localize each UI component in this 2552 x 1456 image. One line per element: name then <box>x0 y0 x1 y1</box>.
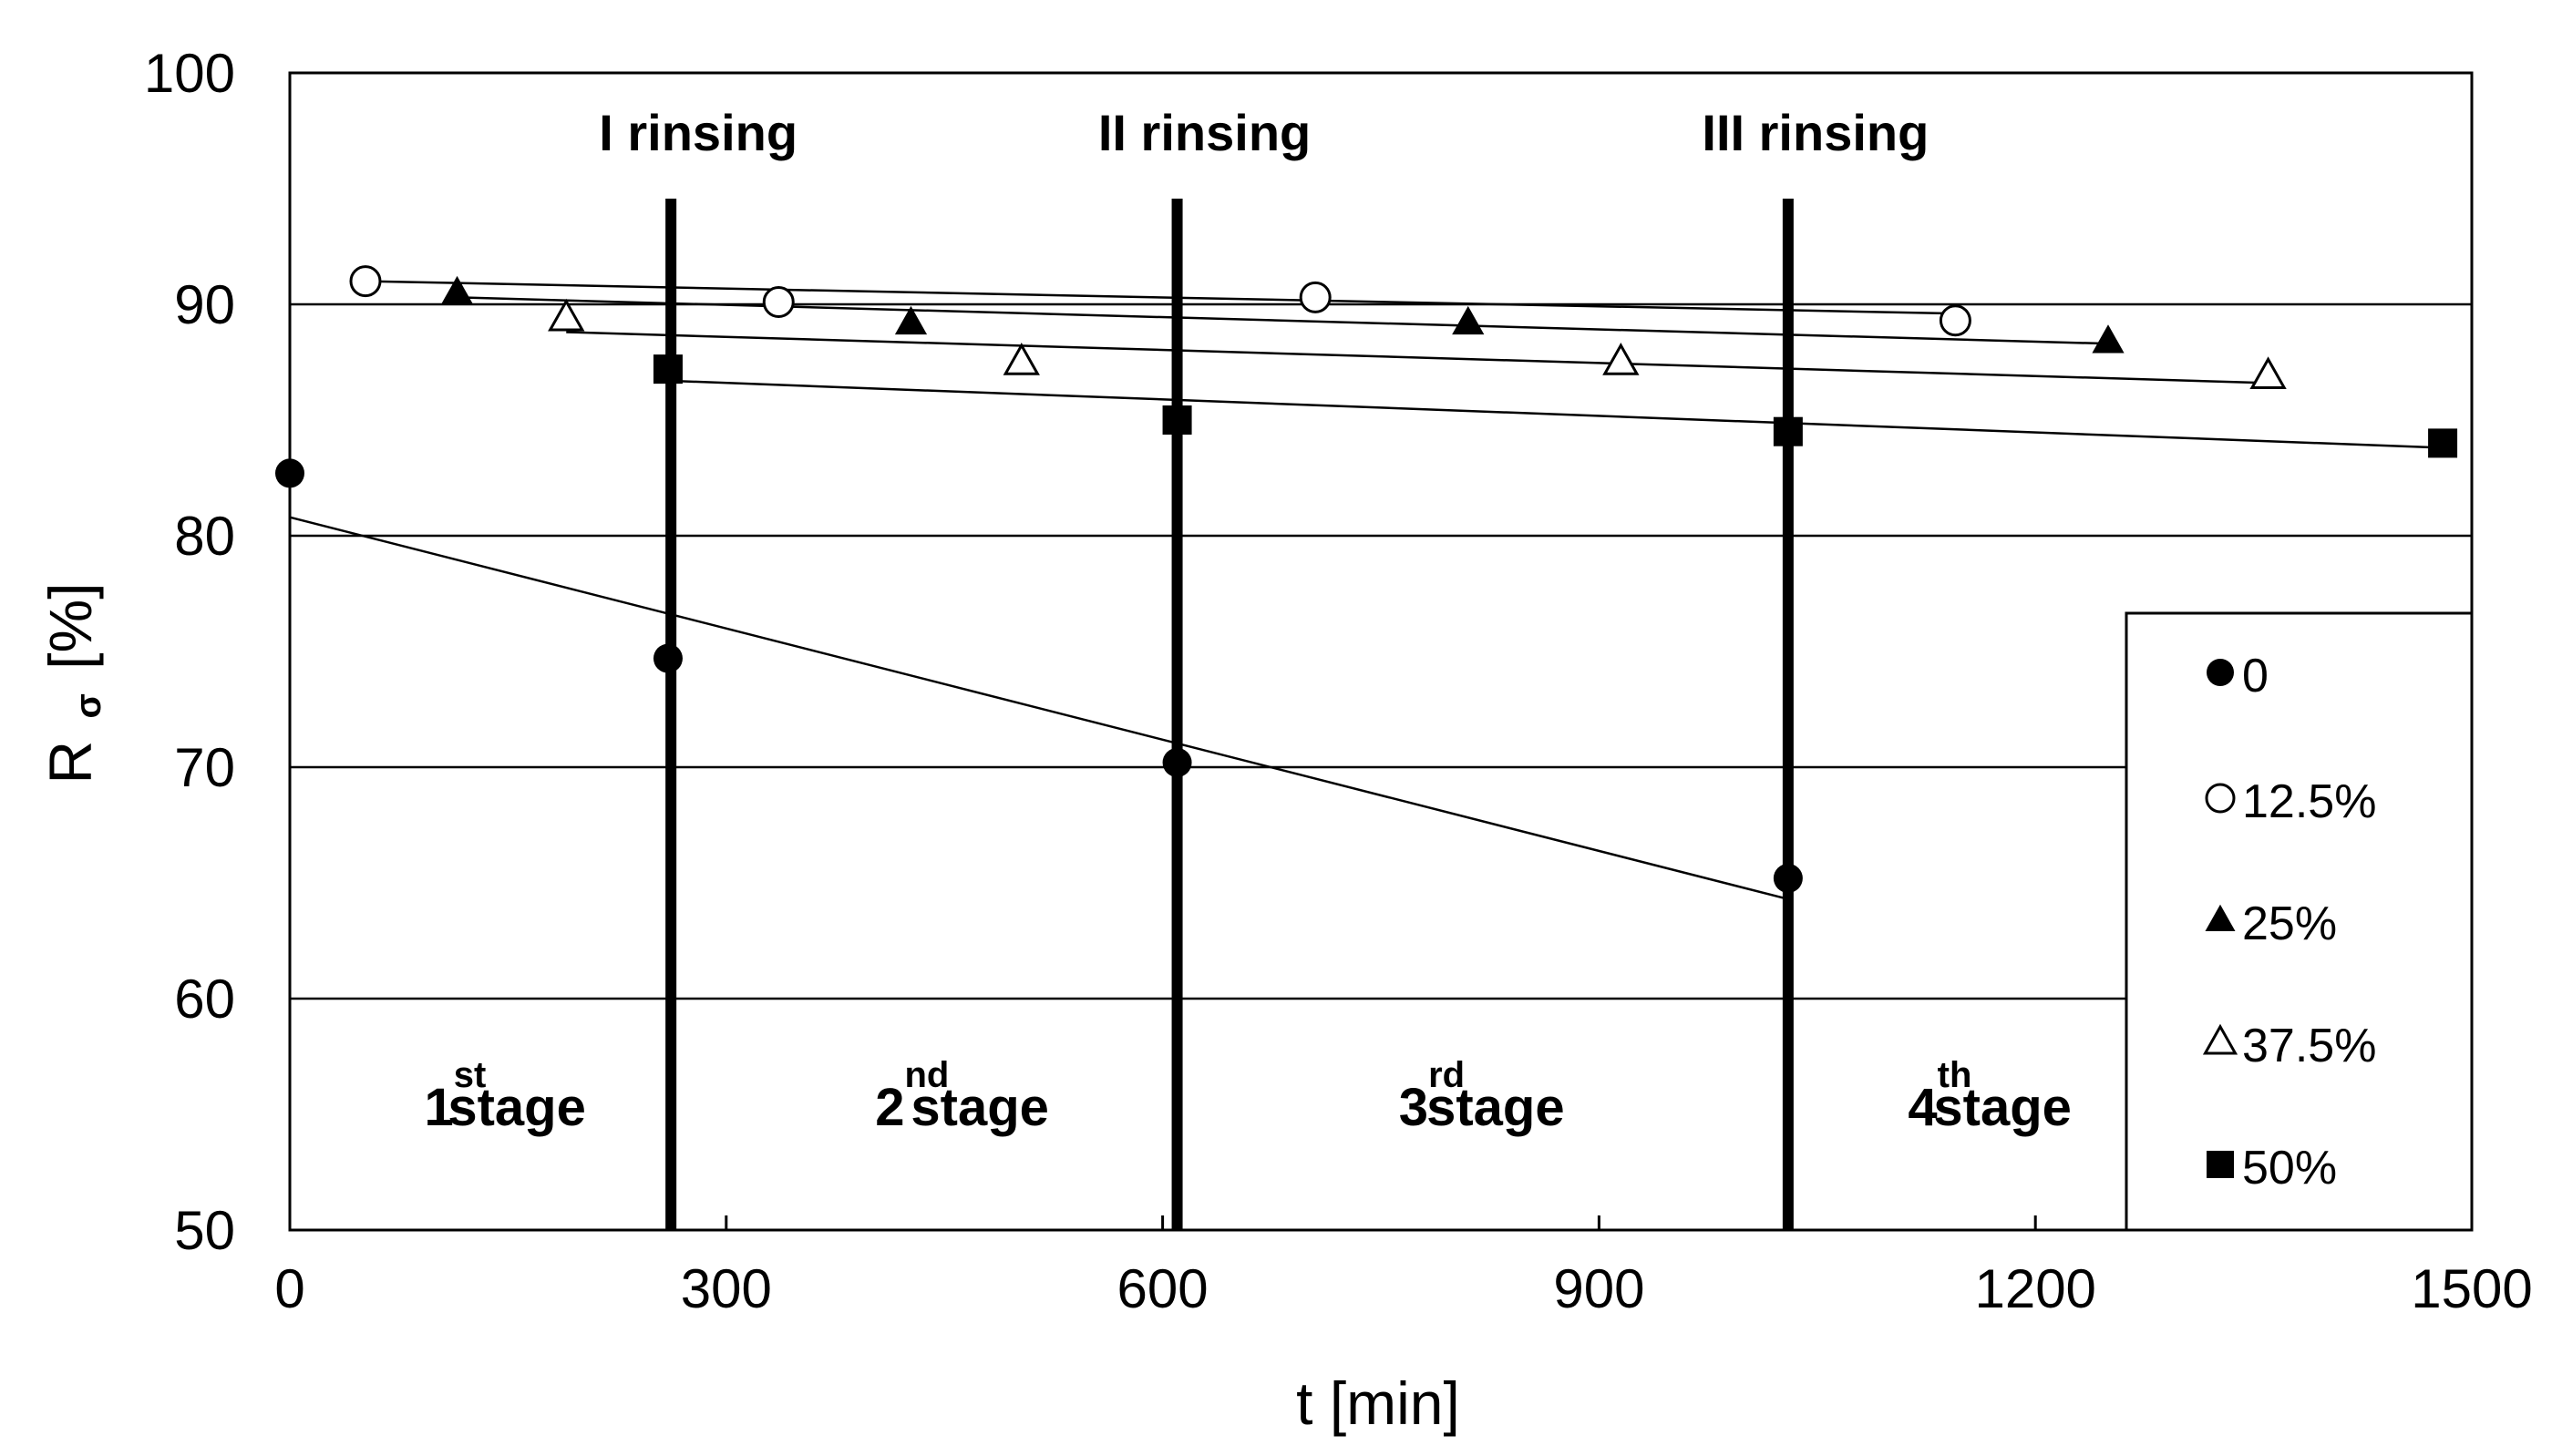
x-axis-title: t [min] <box>1296 1369 1460 1437</box>
stage-word: stage <box>1933 1078 2072 1137</box>
axis-ticks: 0 300 600 900 1200 1500 50 60 70 80 90 100 <box>144 43 2533 1319</box>
trend-line-25% <box>457 296 2109 345</box>
data-point-50% <box>1162 405 1192 435</box>
legend-label: 37.5% <box>2242 1020 2376 1072</box>
stage-label: 1st stage <box>424 1055 585 1137</box>
data-point-37.5% <box>2249 356 2287 390</box>
stage-word: stage <box>448 1078 586 1137</box>
y-axis-title-subscript: σ <box>68 693 108 718</box>
stage-number: 1 <box>424 1078 453 1137</box>
stage-number: 3 <box>1399 1078 1428 1137</box>
data-point-25% <box>2092 324 2125 354</box>
data-markers <box>275 265 2458 893</box>
legend-label: 12.5% <box>2242 775 2376 828</box>
y-axis-title-unit: [%] <box>36 582 104 669</box>
stage-superscript: st <box>454 1055 487 1095</box>
stage-word: stage <box>1426 1078 1565 1137</box>
data-point-37.5% <box>1003 343 1040 375</box>
y-axis-title-main: R <box>36 741 104 784</box>
legend-label: 0 <box>2242 650 2269 702</box>
rinsing-label: III rinsing <box>1702 104 1929 161</box>
data-point-0 <box>1773 863 1803 893</box>
stage-word: stage <box>911 1078 1049 1137</box>
stage-labels: 1st stage 2nd stage 3rd stage 4th stage <box>424 1055 2071 1137</box>
y-tick-label: 60 <box>174 969 235 1030</box>
x-tick-label: 900 <box>1553 1258 1644 1319</box>
y-tick-label: 100 <box>144 43 235 104</box>
legend-marker-50% <box>2207 1151 2234 1178</box>
trend-line-50% <box>667 379 2444 449</box>
legend-label: 25% <box>2242 897 2337 950</box>
data-point-50% <box>653 354 683 385</box>
stage-superscript: rd <box>1428 1055 1465 1095</box>
data-point-0 <box>1162 747 1192 777</box>
data-point-25% <box>440 275 474 305</box>
y-tick-label: 70 <box>174 737 235 798</box>
stage-label: 3rd stage <box>1399 1055 1565 1137</box>
legend-box <box>2125 611 2474 1232</box>
x-tick-label: 1200 <box>1974 1258 2095 1319</box>
x-tick-label: 0 <box>274 1258 304 1319</box>
data-point-0 <box>653 643 683 673</box>
legend-marker-0 <box>2207 659 2234 686</box>
trend-line-37.5% <box>566 331 2269 385</box>
y-tick-label: 50 <box>174 1200 235 1261</box>
data-point-50% <box>1773 416 1803 446</box>
data-point-12.5% <box>349 265 382 298</box>
x-tick-label: 1500 <box>2411 1258 2532 1319</box>
data-point-25% <box>1452 305 1485 335</box>
data-point-50% <box>2428 428 2458 458</box>
trend-line-12.5% <box>365 280 1956 315</box>
data-point-12.5% <box>762 285 795 318</box>
stage-number: 4 <box>1908 1078 1937 1137</box>
data-point-37.5% <box>1602 343 1640 375</box>
legend-marker-37.5% <box>2202 1023 2238 1055</box>
data-point-37.5% <box>548 298 585 332</box>
legend-marker-25% <box>2205 904 2236 931</box>
x-tick-label: 600 <box>1117 1258 1209 1319</box>
legend: 0 12.5% 25% 37.5% 50% <box>2125 611 2474 1232</box>
stage-number: 2 <box>875 1078 904 1137</box>
data-point-12.5% <box>1939 304 1971 337</box>
data-point-0 <box>275 458 304 488</box>
stage-superscript: th <box>1938 1055 1972 1095</box>
rinsing-label: I rinsing <box>599 104 798 161</box>
stage-superscript: nd <box>905 1055 950 1095</box>
trend-line-0 <box>289 516 1789 900</box>
rinsing-label: II rinsing <box>1098 104 1311 161</box>
x-tick-label: 300 <box>681 1258 772 1319</box>
legend-label: 50% <box>2242 1142 2337 1195</box>
y-tick-label: 80 <box>174 506 235 567</box>
rinsing-labels: I rinsing II rinsing III rinsing <box>599 104 1929 161</box>
gridlines <box>290 302 2472 1000</box>
stage-label: 2nd stage <box>875 1055 1049 1137</box>
legend-marker-12.5% <box>2205 783 2236 814</box>
y-tick-label: 90 <box>174 274 235 335</box>
data-point-12.5% <box>1299 281 1332 313</box>
data-point-25% <box>894 305 928 335</box>
y-axis-title: R σ [%] <box>36 582 113 784</box>
trend-lines <box>289 280 2444 900</box>
stage-label: 4th stage <box>1908 1055 2072 1137</box>
